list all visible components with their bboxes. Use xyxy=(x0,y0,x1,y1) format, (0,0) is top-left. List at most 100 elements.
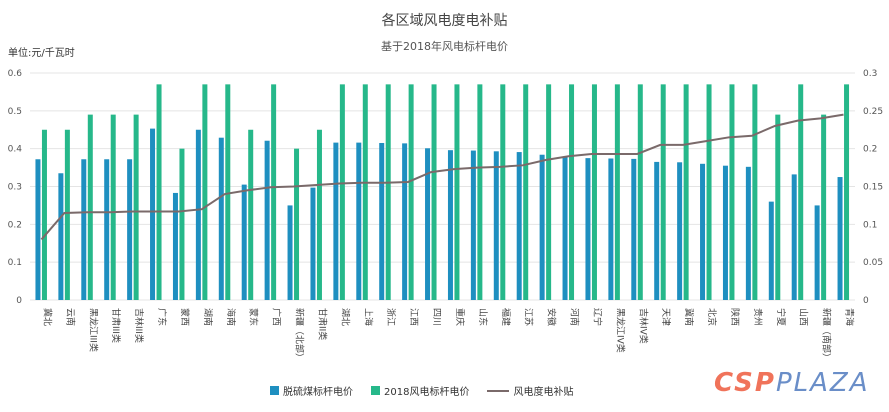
bar-coal-price xyxy=(447,150,453,300)
bar-wind-price xyxy=(408,84,414,300)
y2-tick-label: 0.05 xyxy=(863,258,883,268)
x-tick-label: 上海 xyxy=(362,308,374,326)
x-tick-label: 冀北 xyxy=(41,308,53,326)
legend-item: 2018风电标杆电价 xyxy=(371,383,469,398)
bar-coal-price xyxy=(516,152,522,300)
bar-coal-price xyxy=(333,142,339,300)
bar-wind-price xyxy=(569,84,575,300)
bar-coal-price xyxy=(104,159,110,300)
x-tick-label: 吉林IV类 xyxy=(637,308,649,344)
x-tick-label: 新疆（北部） xyxy=(294,308,306,362)
bar-wind-price xyxy=(500,84,506,300)
x-tick-label: 浙江 xyxy=(385,308,397,326)
bar-coal-price xyxy=(654,161,660,300)
bar-coal-price xyxy=(264,140,270,300)
bar-coal-price xyxy=(585,158,591,300)
x-tick-label: 冀南 xyxy=(683,308,695,326)
bar-coal-price xyxy=(562,156,568,300)
bar-wind-price xyxy=(660,84,666,300)
bar-wind-price xyxy=(179,148,185,300)
bar-coal-price xyxy=(127,159,133,300)
y2-tick-label: 0.1 xyxy=(863,220,877,230)
bar-coal-price xyxy=(814,205,820,300)
legend-swatch xyxy=(487,389,510,392)
y2-tick-label: 0.2 xyxy=(863,145,877,155)
x-tick-label: 新疆（南部） xyxy=(821,308,833,362)
x-tick-label: 四川 xyxy=(431,308,441,326)
y2-tick-label: 0.3 xyxy=(863,69,877,79)
x-tick-label: 广东 xyxy=(156,308,168,326)
bar-wind-price xyxy=(546,84,552,300)
bar-coal-price xyxy=(58,173,64,300)
x-tick-label: 山东 xyxy=(477,308,489,326)
bar-wind-price xyxy=(64,129,70,300)
x-tick-label: 北京 xyxy=(706,308,718,326)
bar-coal-price xyxy=(722,165,728,300)
watermark-logo: CSPPLAZA xyxy=(714,368,870,398)
y-tick-label: 0.3 xyxy=(8,183,22,193)
legend-item: 脱硫煤标杆电价 xyxy=(270,383,353,398)
bar-wind-price xyxy=(706,84,712,300)
legend-label: 风电度电补贴 xyxy=(513,387,574,398)
x-tick-label: 甘肃II类 xyxy=(316,308,328,340)
bar-wind-price xyxy=(225,84,231,300)
x-tick-label: 黑龙江III类 xyxy=(87,308,99,352)
y-tick-label: 0.5 xyxy=(8,107,22,117)
bar-wind-price xyxy=(591,84,597,300)
x-tick-label: 贵州 xyxy=(752,308,764,326)
legend-swatch xyxy=(371,386,380,395)
legend-label: 2018风电标杆电价 xyxy=(384,387,470,398)
bar-wind-price xyxy=(431,84,437,300)
x-tick-label: 湖南 xyxy=(202,308,214,326)
chart-title: 各区域风电度电补贴 xyxy=(381,13,508,29)
bar-wind-price xyxy=(477,84,483,300)
x-tick-label: 吉林III类 xyxy=(133,308,145,343)
x-tick-label: 云南 xyxy=(64,308,76,326)
x-tick-label: 黑龙江IV类 xyxy=(614,308,626,353)
bar-wind-price xyxy=(523,84,529,300)
bar-wind-price xyxy=(87,114,93,300)
bar-coal-price xyxy=(837,177,843,300)
y-tick-label: 0.6 xyxy=(8,69,23,79)
bar-wind-price xyxy=(41,129,47,300)
line-subsidy xyxy=(40,113,844,241)
bar-wind-price xyxy=(752,84,758,300)
y2-tick-label: 0.25 xyxy=(863,107,883,117)
bar-coal-price xyxy=(768,201,774,300)
bar-coal-price xyxy=(287,205,293,300)
bar-coal-price xyxy=(81,159,87,300)
x-tick-label: 蒙西 xyxy=(179,308,191,326)
chart-subtitle: 基于2018年风电标杆电价 xyxy=(381,40,508,53)
y-tick-label: 0.2 xyxy=(8,220,22,230)
x-tick-label: 福建 xyxy=(500,308,512,326)
y2-tick-label: 0.15 xyxy=(863,183,883,193)
bar-wind-price xyxy=(202,84,208,300)
bar-coal-price xyxy=(195,129,201,300)
bar-coal-price xyxy=(379,142,385,300)
y-tick-label: 0.4 xyxy=(8,145,23,155)
x-tick-label: 山西 xyxy=(798,308,809,326)
bar-wind-price xyxy=(110,114,116,300)
x-tick-label: 青海 xyxy=(844,308,856,326)
bar-coal-price xyxy=(35,159,41,300)
y2-tick-label: 0 xyxy=(863,296,869,306)
bar-wind-price xyxy=(362,84,368,300)
bar-wind-price xyxy=(637,84,643,300)
legend-label: 脱硫煤标杆电价 xyxy=(283,387,353,398)
bar-wind-price xyxy=(798,84,804,300)
bar-coal-price xyxy=(791,174,797,300)
bar-coal-price xyxy=(150,128,156,300)
bar-wind-price xyxy=(339,84,345,300)
bar-wind-price xyxy=(454,84,460,300)
x-tick-label: 海南 xyxy=(225,308,237,326)
bar-coal-price xyxy=(402,143,408,300)
bar-wind-price xyxy=(844,84,850,300)
bar-wind-price xyxy=(133,114,139,300)
x-tick-label: 陕西 xyxy=(729,308,741,326)
bar-coal-price xyxy=(310,187,316,300)
bar-coal-price xyxy=(241,184,247,300)
legend-swatch xyxy=(270,386,279,395)
bar-coal-price xyxy=(745,166,751,300)
bar-coal-price xyxy=(493,151,499,300)
